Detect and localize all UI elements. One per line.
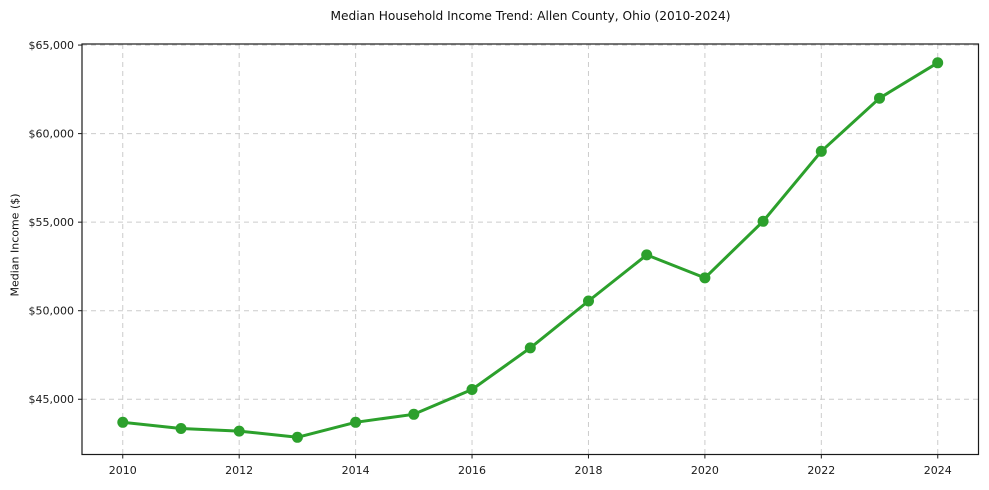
data-point-marker bbox=[815, 145, 827, 157]
data-point-marker bbox=[699, 272, 711, 284]
data-point-marker bbox=[641, 249, 653, 261]
data-point-marker bbox=[291, 431, 303, 443]
trend-line bbox=[121, 61, 940, 439]
y-tick-label: $60,000 bbox=[29, 127, 75, 140]
x-tick-label: 2018 bbox=[574, 464, 602, 477]
y-tick-label: $65,000 bbox=[29, 39, 75, 52]
y-tick-label: $45,000 bbox=[29, 393, 75, 406]
x-tick-label: 2012 bbox=[225, 464, 253, 477]
x-tick-label: 2014 bbox=[342, 464, 370, 477]
data-point-marker bbox=[932, 57, 944, 69]
x-tick-label: 2010 bbox=[109, 464, 137, 477]
gridlines-group bbox=[82, 44, 979, 455]
x-tick-label: 2022 bbox=[807, 464, 835, 477]
x-tick-label: 2024 bbox=[924, 464, 952, 477]
y-tick-label: $55,000 bbox=[29, 216, 75, 229]
x-tick-label: 2016 bbox=[458, 464, 486, 477]
series-group bbox=[117, 57, 944, 443]
data-point-marker bbox=[466, 384, 478, 395]
data-point-marker bbox=[175, 423, 187, 434]
chart-title: Median Household Income Trend: Allen Cou… bbox=[330, 9, 731, 23]
data-point-marker bbox=[350, 416, 362, 428]
y-tick-label: $50,000 bbox=[29, 305, 75, 318]
axes-group: $45,000 $50,000 $55,000 $60,000 $65,000 2010 2… bbox=[29, 39, 980, 477]
data-point-marker bbox=[408, 408, 420, 420]
x-tick-label: 2020 bbox=[691, 464, 719, 477]
data-point-marker bbox=[524, 342, 536, 354]
data-point-marker bbox=[757, 215, 769, 227]
data-point-marker bbox=[874, 92, 885, 104]
data-point-marker bbox=[583, 295, 594, 307]
data-point-marker bbox=[233, 425, 245, 437]
data-point-marker bbox=[117, 416, 129, 428]
plot-border bbox=[81, 43, 980, 456]
